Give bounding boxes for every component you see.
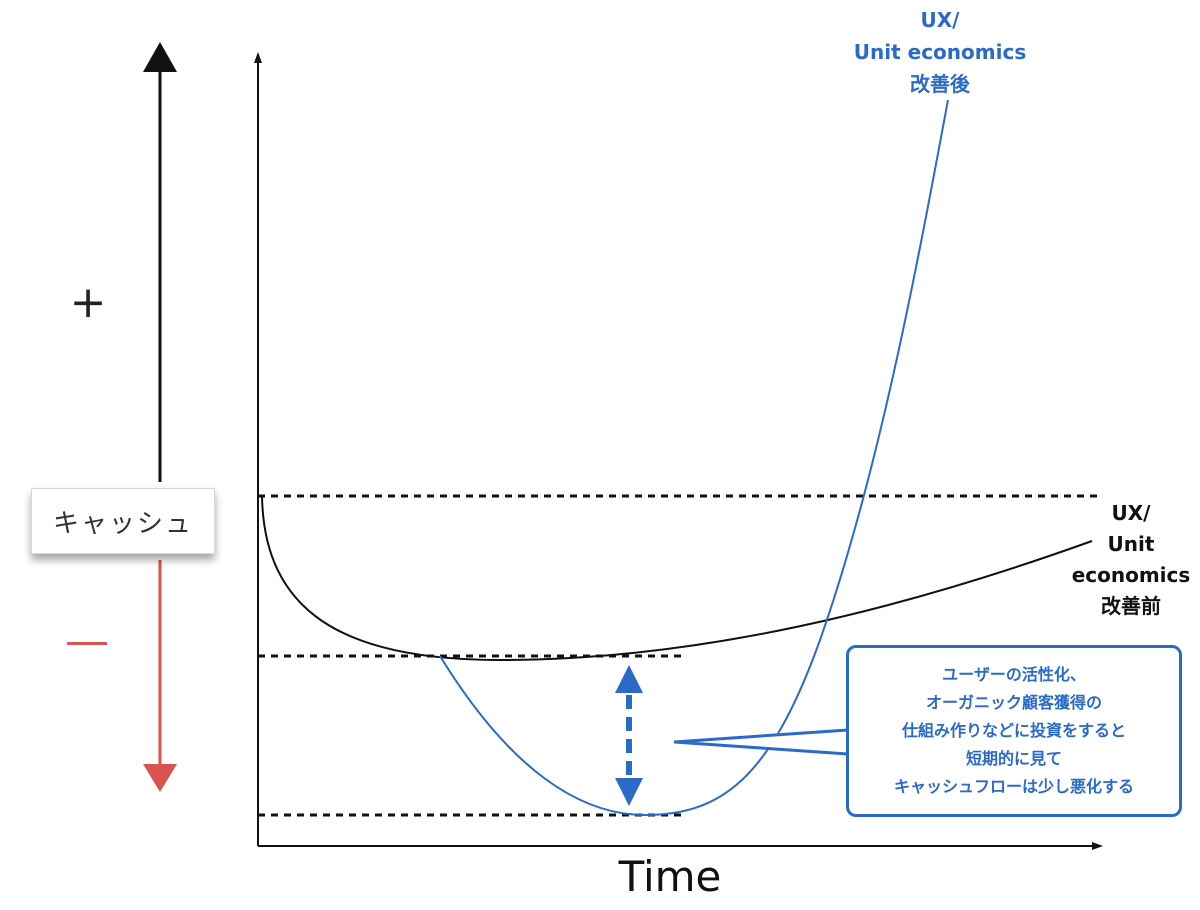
curve-before	[261, 495, 1093, 662]
x-axis-label: Time	[618, 852, 722, 901]
callout-line: 仕組み作りなどに投資をすると	[901, 721, 1126, 740]
after-label-line: Unit economics	[853, 40, 1027, 64]
callout-line: キャッシュフローは少し悪化する	[893, 777, 1134, 796]
callout-line: オーガニック顧客獲得の	[925, 693, 1102, 712]
callout-box: ユーザーの活性化、 オーガニック顧客獲得の 仕組み作りなどに投資をすると 短期的…	[846, 645, 1182, 817]
after-curve-label: UX/ Unit economics 改善後	[840, 4, 1040, 100]
callout-line: ユーザーの活性化、	[942, 665, 1086, 684]
cash-up-arrow-icon	[143, 42, 177, 482]
dip-double-arrow-icon	[615, 665, 643, 806]
plus-sign: +	[69, 277, 107, 328]
minus-sign	[65, 623, 109, 663]
before-label-line: Unit	[1107, 532, 1155, 556]
before-label-line: 改善前	[1101, 594, 1161, 618]
before-label-line: UX/	[1111, 501, 1151, 525]
callout-pointer	[673, 728, 850, 756]
x-axis	[258, 842, 1103, 850]
before-curve-label: UX/ Unit economics 改善前	[1062, 498, 1200, 622]
y-axis	[254, 52, 262, 846]
after-label-line: UX/	[920, 8, 960, 32]
after-label-line: 改善後	[910, 72, 970, 96]
cash-axis-label: キャッシュ	[31, 488, 215, 554]
cash-down-arrow-icon	[143, 560, 177, 792]
callout-line: 短期的に見て	[965, 749, 1062, 768]
before-label-line: economics	[1071, 563, 1191, 587]
